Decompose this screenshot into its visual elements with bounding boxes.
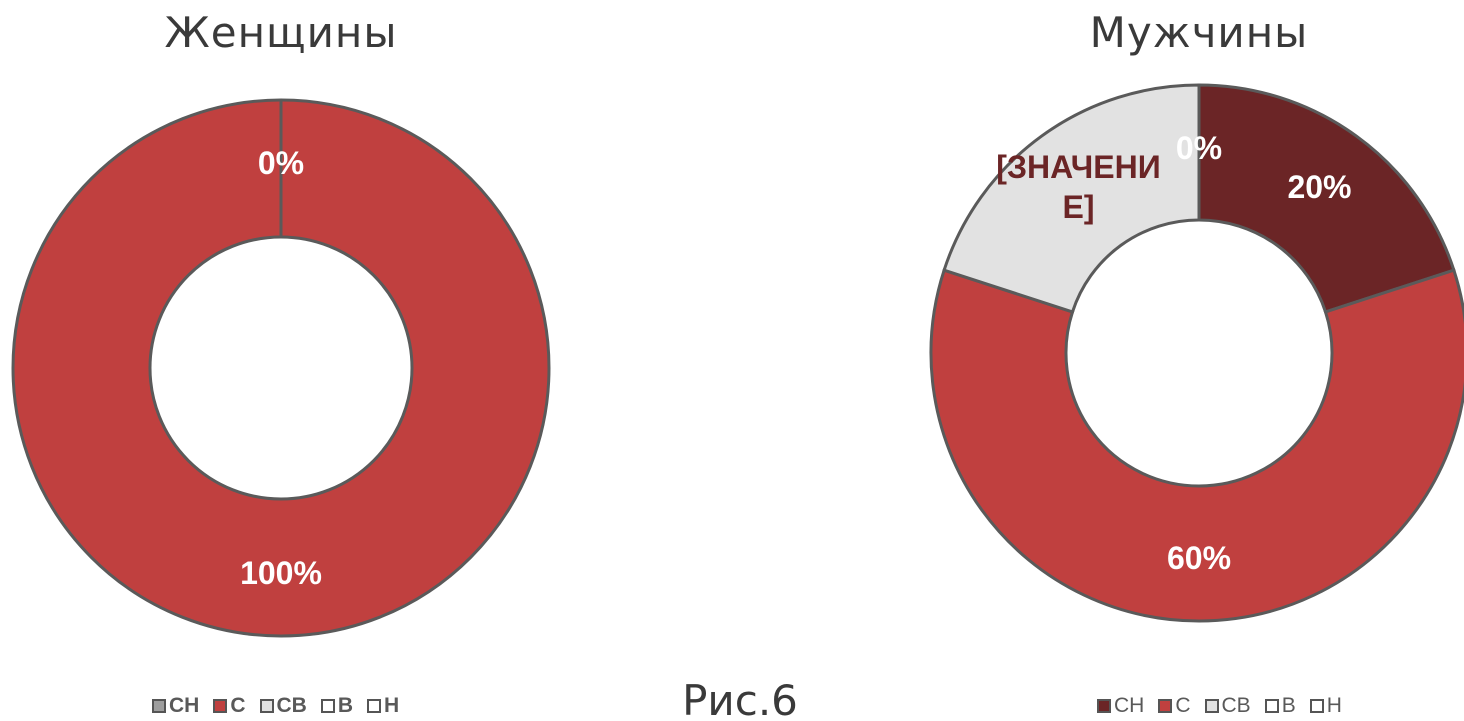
legend-item: СВ [259,694,307,718]
chart-title: Женщины [164,8,398,57]
data-label: 0% [257,145,305,181]
legend-label: СВ [276,694,307,717]
legend-swatch [1309,699,1324,713]
legend: СН С СВ В Н [152,694,399,718]
data-label: 100% [240,555,322,591]
legend-label: СН [169,694,200,717]
legend-label: С [1175,694,1191,717]
legend-swatch [152,699,166,713]
legend-swatch [320,699,335,713]
legend-label: В [1281,694,1296,717]
legend-item: В [320,694,354,718]
slice [11,98,551,638]
legend-item: СВ [1204,694,1251,718]
legend-swatch [1204,699,1219,713]
legend-label: Н [384,694,400,717]
legend-item: С [213,694,246,718]
legend-swatch [1158,699,1173,713]
legend-label: СН [1114,694,1145,717]
legend-label: Н [1326,694,1342,717]
legend-item: СН [1097,694,1144,718]
legend-swatch [1097,699,1111,713]
legend-label: СВ [1221,694,1251,717]
legend-item: В [1264,694,1296,718]
data-label: [ЗНАЧЕНИЕ] [996,149,1161,226]
legend-swatch [213,699,228,713]
legend-item: Н [367,694,399,718]
chart-title: Мужчины [1089,8,1309,57]
legend-swatch [367,699,382,713]
slice [1197,83,1456,314]
legend-swatch [259,699,274,713]
data-label: 0% [1175,130,1223,166]
caption: Рис.6 [682,676,798,721]
legend-label: С [230,694,246,717]
slice [942,83,1201,314]
legend-label: В [337,694,354,717]
legend-item: С [1158,694,1191,718]
legend-swatch [1264,699,1279,713]
legend-item: Н [1309,694,1342,718]
data-label: 20% [1287,169,1352,206]
legend-item: СН [152,694,199,718]
data-label: 60% [1166,540,1232,576]
slice [929,268,1464,623]
legend: СН С СВ В Н [1097,694,1342,718]
